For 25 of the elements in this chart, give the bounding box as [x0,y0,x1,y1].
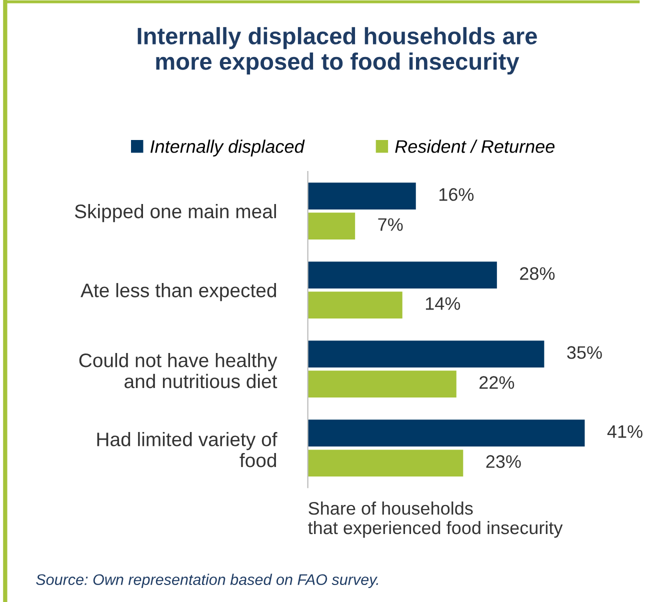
chart-title: Internally displaced households are more exposed to food insecurity [138,27,537,75]
bar [308,340,544,368]
data-label: 28% [520,267,555,280]
bar [308,292,402,319]
legend-label: Resident / Returnee [395,140,555,153]
bar [308,182,416,210]
legend-label: Internally displaced [150,140,305,156]
x-axis-title: Share of households that experienced food insecurity [308,502,563,538]
y-tick-label: Could not have healthy and nutritious diet [79,352,278,388]
y-tick-label: Skipped one main meal [74,204,276,222]
bar [308,212,356,240]
data-label: 16% [439,188,474,201]
data-label: 23% [486,455,521,468]
y-tick-label: Had limited variety of food [97,432,278,468]
source-note: Source: Own representation based on FAO survey. [36,574,378,588]
data-label: 41% [607,425,642,438]
bar [308,370,456,398]
data-label: 7% [378,218,403,231]
y-tick-label: Ate less than expected [80,283,276,302]
bar [308,262,497,289]
data-label: 14% [426,297,460,310]
bar [308,420,585,447]
data-label: 22% [480,376,514,389]
data-label: 35% [567,346,602,359]
bar [308,450,464,477]
